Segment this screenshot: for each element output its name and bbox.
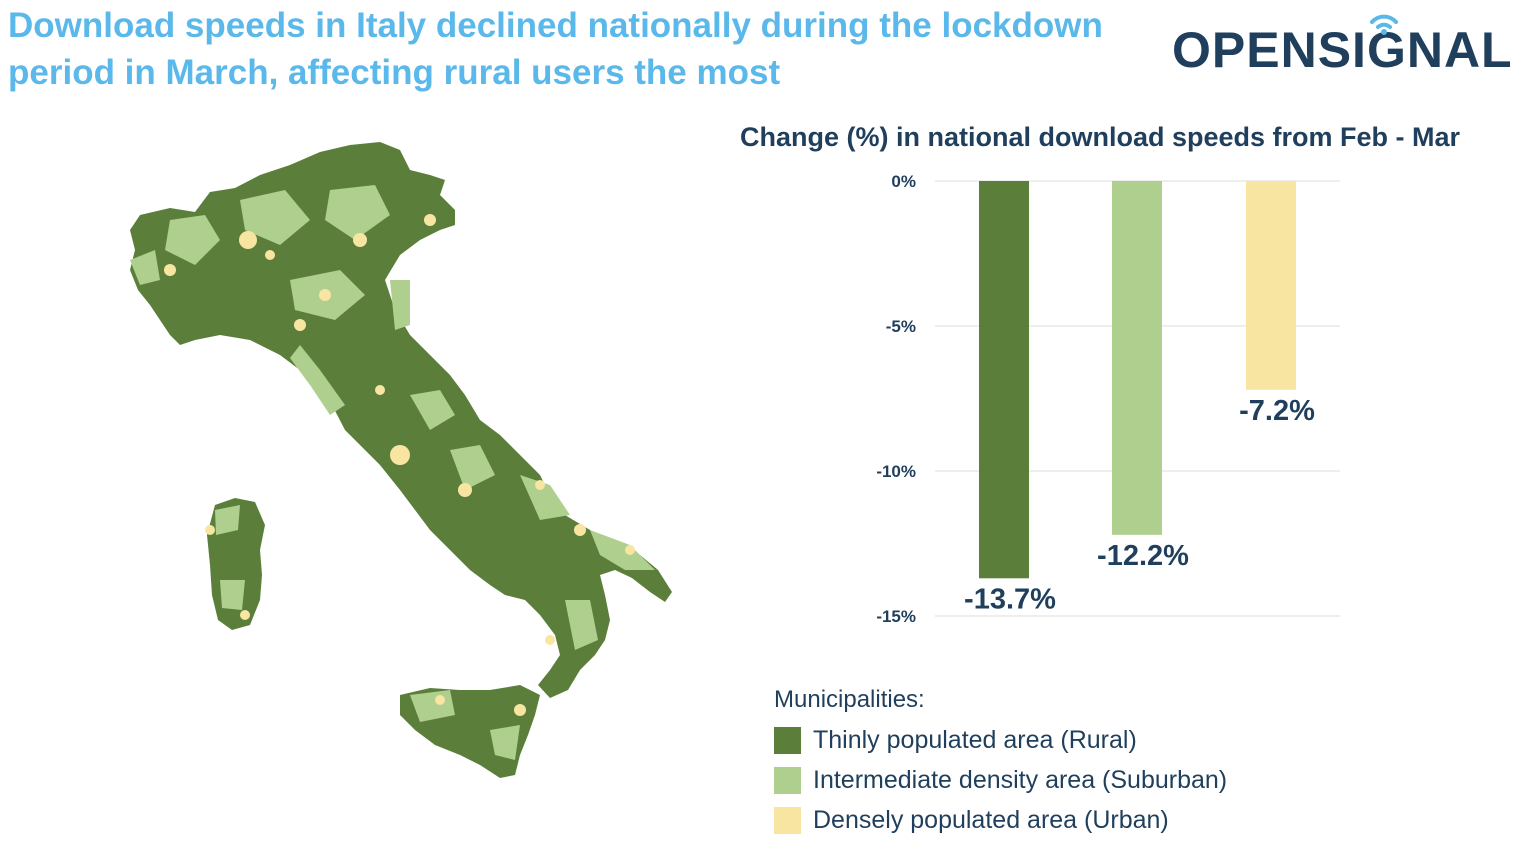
legend-title: Municipalities: [774,686,925,713]
italy-municipalities-map [110,130,710,850]
mainland-shape [130,142,672,698]
y-tick-label: 0% [891,172,916,191]
y-tick-label: -5% [886,317,916,336]
legend-label-urban: Densely populated area (Urban) [813,805,1169,834]
wifi-signal-icon [1370,14,1398,35]
bar-value-label: -7.2% [1239,395,1315,427]
legend-label-suburban: Intermediate density area (Suburban) [813,765,1228,794]
bar [1246,181,1296,390]
opensignal-logo: OPENSIGNAL [1172,8,1532,78]
legend: Municipalities: Thinly populated area (R… [774,684,1227,840]
bar-value-label: -13.7% [964,583,1056,615]
logo-text: OPENSIGNAL [1172,22,1513,78]
italy-map-svg [130,142,672,778]
legend-label-rural: Thinly populated area (Rural) [813,725,1137,754]
legend-item-suburban: Intermediate density area (Suburban) [774,760,1227,800]
headline: Download speeds in Italy declined nation… [8,6,1103,92]
bar-chart: 0% -5% -10% -15% -13.7% -12.2% -7.2% [876,172,1340,626]
legend-swatch-rural [774,726,801,754]
bar [1112,181,1162,535]
legend-swatch-urban [774,806,801,834]
bar-value-label: -12.2% [1097,540,1189,572]
chart-title: Change (%) in national download speeds f… [740,122,1461,152]
suburban-patches [130,185,655,760]
y-tick-label: -10% [876,462,916,481]
y-tick-label: -15% [876,607,916,626]
legend-item-rural: Thinly populated area (Rural) [774,720,1227,760]
legend-item-urban: Densely populated area (Urban) [774,800,1227,840]
urban-patches [164,214,635,716]
bar [979,181,1029,579]
legend-swatch-suburban [774,766,801,794]
